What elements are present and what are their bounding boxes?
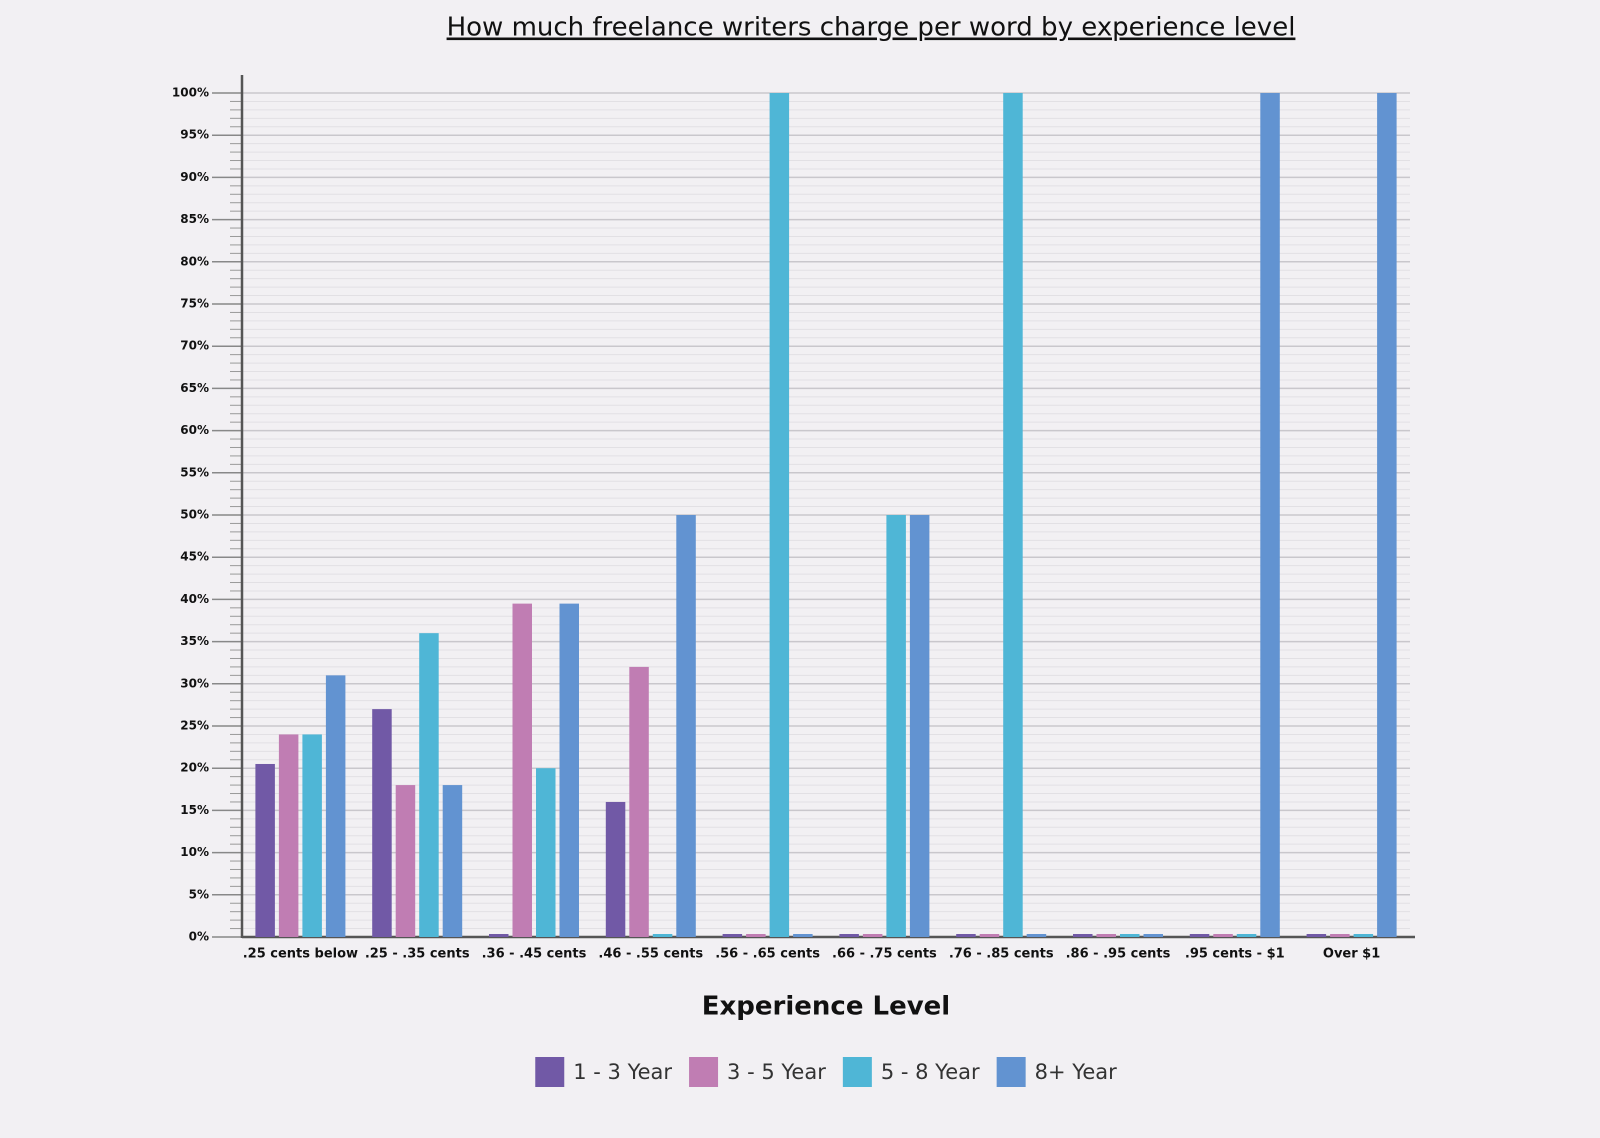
- bar: [1330, 934, 1350, 937]
- chart-title: How much freelance writers charge per wo…: [447, 13, 1296, 43]
- legend-label: 1 - 3 Year: [573, 1060, 672, 1084]
- bar: [1073, 934, 1093, 937]
- bar: [559, 603, 579, 937]
- x-tick-label: .95 cents - $1: [1185, 947, 1285, 962]
- bar: [605, 801, 626, 937]
- bar: [1120, 934, 1140, 937]
- x-tick-label: .86 - .95 cents: [1066, 947, 1171, 962]
- y-tick-label: 10%: [180, 845, 209, 859]
- legend-swatch: [689, 1057, 719, 1087]
- y-tick-label: 55%: [180, 465, 209, 479]
- y-tick-label: 95%: [180, 128, 209, 142]
- y-tick-label: 30%: [180, 676, 209, 690]
- bar: [325, 675, 346, 937]
- bar: [676, 515, 696, 937]
- bar: [862, 934, 883, 937]
- bar: [1026, 934, 1047, 937]
- bar: [1236, 934, 1257, 937]
- bar: [886, 515, 906, 937]
- bar: [1306, 934, 1327, 937]
- y-tick-label: 40%: [180, 592, 209, 606]
- bar: [372, 709, 392, 937]
- legend-swatch: [996, 1057, 1026, 1087]
- bar: [956, 934, 976, 937]
- x-tick-label: .25 - .35 cents: [365, 947, 470, 962]
- y-tick-label: 20%: [180, 761, 209, 775]
- bar: [1260, 93, 1280, 937]
- y-tick-label: 90%: [180, 170, 209, 184]
- bar: [1213, 934, 1233, 937]
- bar: [769, 93, 790, 937]
- y-tick-label: 85%: [180, 212, 209, 226]
- bar: [1377, 93, 1397, 937]
- x-tick-label: .25 cents below: [243, 947, 358, 962]
- y-tick-label: 60%: [180, 423, 209, 437]
- y-tick-label: 45%: [180, 550, 209, 564]
- bar: [1353, 934, 1374, 937]
- bar: [1189, 934, 1210, 937]
- legend-label: 3 - 5 Year: [727, 1060, 826, 1084]
- bar: [1096, 934, 1116, 937]
- y-tick-label: 50%: [180, 508, 209, 522]
- legend-swatch: [535, 1057, 565, 1087]
- x-tick-label: .76 - .85 cents: [949, 947, 1054, 962]
- legend-label: 5 - 8 Year: [881, 1060, 980, 1084]
- y-tick-label: 25%: [180, 719, 209, 733]
- bar: [629, 666, 649, 937]
- x-tick-label: .36 - .45 cents: [482, 947, 587, 962]
- legend-swatch: [842, 1057, 872, 1087]
- bar: [302, 734, 322, 937]
- bar: [278, 734, 299, 937]
- y-tick-label: 70%: [180, 339, 209, 353]
- y-tick-label: 100%: [172, 86, 209, 100]
- bar: [536, 768, 556, 937]
- bar: [255, 763, 275, 937]
- y-tick-label: 75%: [180, 297, 209, 311]
- bar: [793, 934, 813, 937]
- x-tick-label: .46 - .55 cents: [598, 947, 703, 962]
- bar: [1143, 934, 1163, 937]
- bar: [746, 934, 766, 937]
- x-tick-label: .66 - .75 cents: [832, 947, 937, 962]
- x-tick-label: .56 - .65 cents: [715, 947, 820, 962]
- y-tick-label: 35%: [180, 634, 209, 648]
- bar: [419, 633, 439, 937]
- bar: [1003, 93, 1023, 937]
- bar: [652, 934, 673, 937]
- y-tick-label: 15%: [180, 803, 209, 817]
- bar: [442, 785, 463, 937]
- bar: [722, 934, 743, 937]
- bar: [489, 934, 509, 937]
- bar: [909, 515, 930, 937]
- y-tick-label: 65%: [180, 381, 209, 395]
- y-tick-label: 5%: [189, 887, 209, 901]
- y-tick-label: 0%: [189, 930, 209, 944]
- bar: [512, 603, 532, 937]
- bar: [395, 785, 416, 937]
- legend-label: 8+ Year: [1035, 1060, 1117, 1084]
- bar: [979, 934, 1000, 937]
- x-axis-title: Experience Level: [702, 992, 950, 1022]
- y-tick-label: 80%: [180, 254, 209, 268]
- x-tick-label: Over $1: [1323, 947, 1380, 962]
- bar: [839, 934, 859, 937]
- legend: 1 - 3 Year 3 - 5 Year 5 - 8 Year 8+ Year: [535, 1057, 1117, 1087]
